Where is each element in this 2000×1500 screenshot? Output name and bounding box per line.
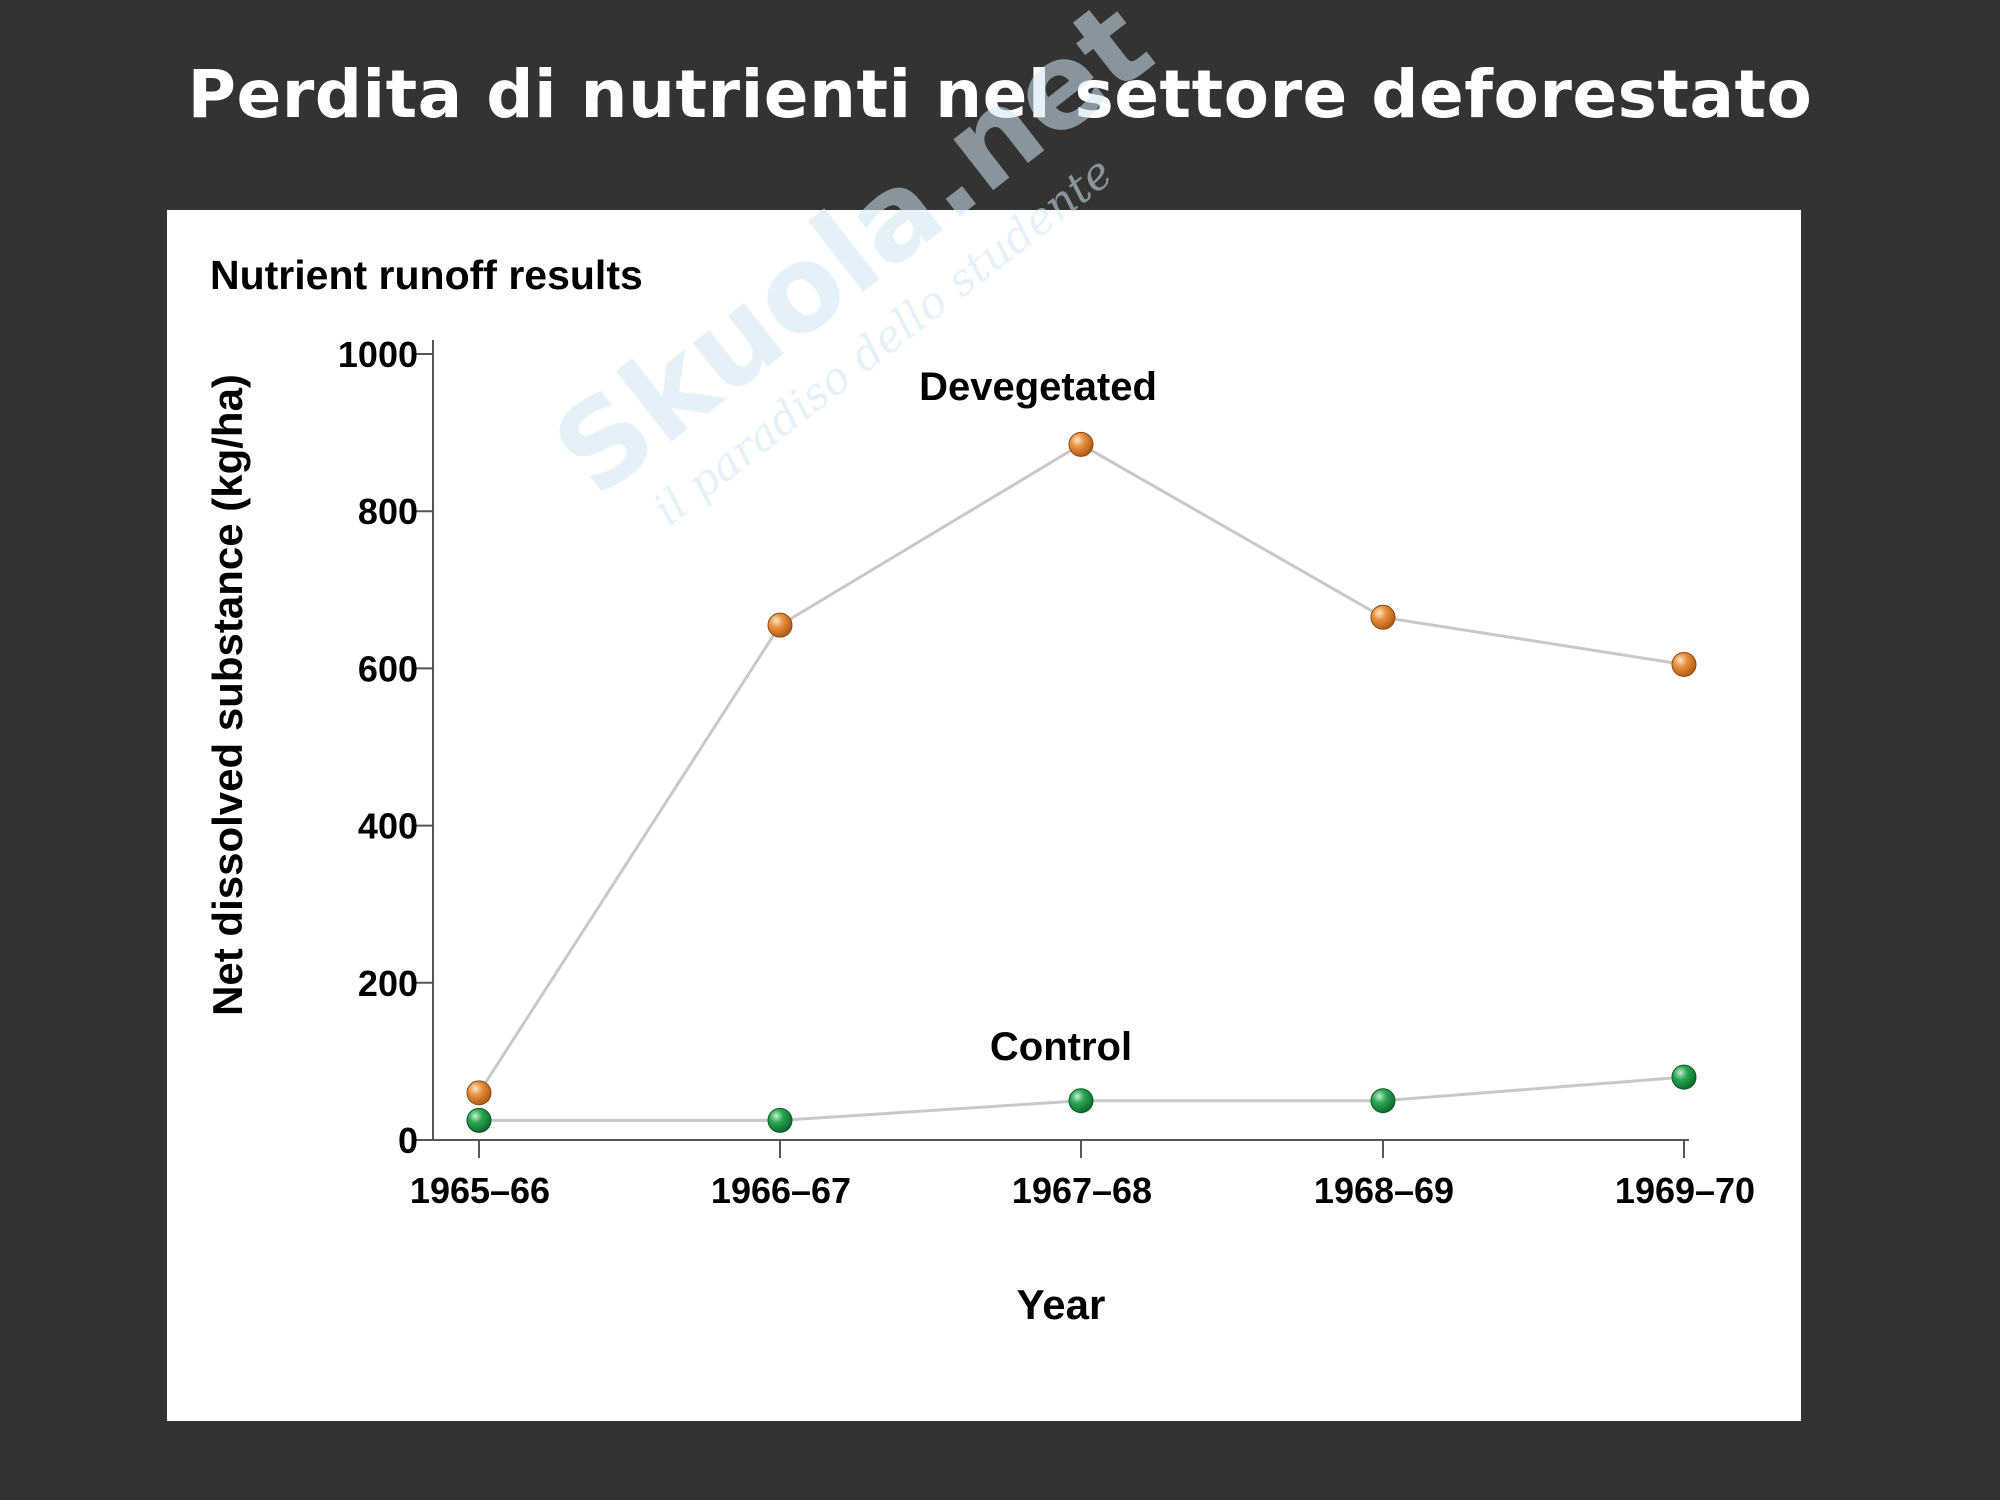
data-point-devegetated — [1370, 604, 1396, 630]
x-axis-title: Year — [1017, 1281, 1106, 1328]
data-point-control — [466, 1107, 492, 1133]
series-points — [466, 431, 1697, 1133]
y-tick-label: 0 — [398, 1120, 418, 1161]
slide-title: Perdita di nutrienti nel settore defores… — [187, 56, 1813, 133]
data-point-control — [1068, 1088, 1094, 1114]
x-tick-label: 1965–66 — [410, 1170, 550, 1211]
chart-panel: Nutrient runoff results Net dissolved su… — [167, 210, 1801, 1421]
series-lines — [477, 442, 1685, 1122]
line-chart: Nutrient runoff results Net dissolved su… — [204, 252, 1755, 1328]
y-tick-label: 1000 — [338, 334, 418, 375]
y-tick-label: 600 — [358, 648, 418, 689]
y-axis-title: Net dissolved substance (kg/ha) — [204, 374, 251, 1016]
y-tick-label: 200 — [358, 963, 418, 1004]
x-tick-label: 1966–67 — [711, 1170, 851, 1211]
series-label-control: Control — [990, 1025, 1132, 1069]
data-point-devegetated — [1671, 651, 1697, 677]
series-line-devegetated — [477, 442, 1685, 1094]
data-point-control — [1370, 1088, 1396, 1114]
chart-title: Nutrient runoff results — [210, 252, 643, 298]
data-point-devegetated — [466, 1080, 492, 1106]
data-point-devegetated — [1068, 431, 1094, 457]
y-axis-ticks: 0 200 400 600 800 1000 — [338, 334, 433, 1161]
data-point-devegetated — [767, 612, 793, 638]
data-point-control — [1671, 1064, 1697, 1090]
series-label-devegetated: Devegetated — [919, 365, 1157, 409]
x-tick-label: 1967–68 — [1012, 1170, 1152, 1211]
x-tick-label: 1968–69 — [1314, 1170, 1454, 1211]
x-axis-ticks: 1965–66 1966–67 1967–68 1968–69 1969–70 — [410, 1140, 1755, 1211]
y-tick-label: 400 — [358, 806, 418, 847]
y-tick-label: 800 — [358, 491, 418, 532]
x-tick-label: 1969–70 — [1615, 1170, 1755, 1211]
data-point-control — [767, 1107, 793, 1133]
